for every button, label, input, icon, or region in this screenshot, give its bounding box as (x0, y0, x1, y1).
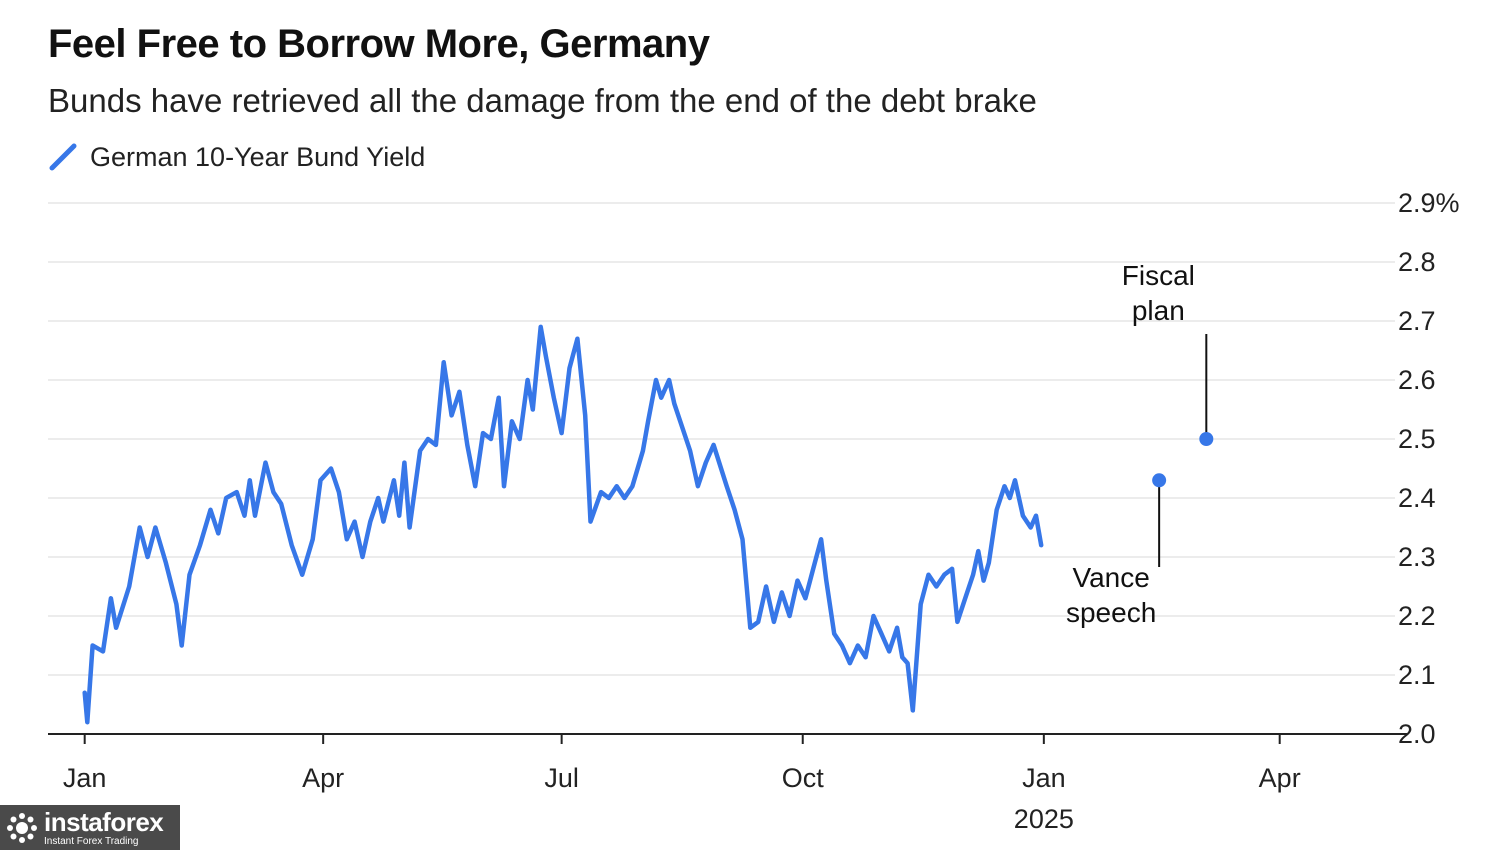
legend-line-swatch (49, 143, 77, 171)
x-tick-label: Oct (782, 763, 825, 793)
y-tick-label: 2.9% (1398, 188, 1460, 218)
x-tick-label: Jan (63, 763, 107, 793)
x-tick-year-label: 2025 (1014, 804, 1074, 834)
instaforex-watermark: instaforex Instant Forex Trading (0, 805, 180, 850)
instaforex-logo-icon (7, 812, 37, 843)
annotation-label: speech (1066, 597, 1156, 628)
x-tick-label: Apr (1259, 763, 1301, 793)
watermark-brand: instaforex (44, 806, 164, 837)
series-line (82, 324, 1044, 725)
chart-title: Feel Free to Borrow More, Germany (48, 22, 710, 66)
x-tick-label: Jan (1022, 763, 1066, 793)
watermark-tagline: Instant Forex Trading (44, 835, 139, 847)
legend-label: German 10-Year Bund Yield (90, 141, 426, 172)
x-tick-label: Jul (544, 763, 579, 793)
annotation-marker (1199, 432, 1214, 446)
chart-legend: German 10-Year Bund Yield (48, 140, 425, 174)
annotation-label: plan (1132, 295, 1185, 326)
chart-subtitle: Bunds have retrieved all the damage from… (48, 82, 1037, 119)
y-tick-label: 2.8 (1398, 247, 1436, 277)
y-tick-label: 2.4 (1398, 483, 1436, 513)
y-tick-label: 2.7 (1398, 306, 1436, 336)
annotation-label: Vance (1072, 562, 1149, 593)
annotation-marker (1152, 473, 1167, 488)
x-tick-label: Apr (302, 763, 344, 793)
y-tick-label: 2.5 (1398, 424, 1436, 454)
y-tick-label: 2.1 (1398, 660, 1436, 690)
y-tick-label: 2.2 (1398, 601, 1436, 631)
y-tick-label: 2.6 (1398, 365, 1436, 395)
annotation-label: Fiscal (1122, 260, 1195, 291)
y-tick-label: 2.3 (1398, 542, 1436, 572)
